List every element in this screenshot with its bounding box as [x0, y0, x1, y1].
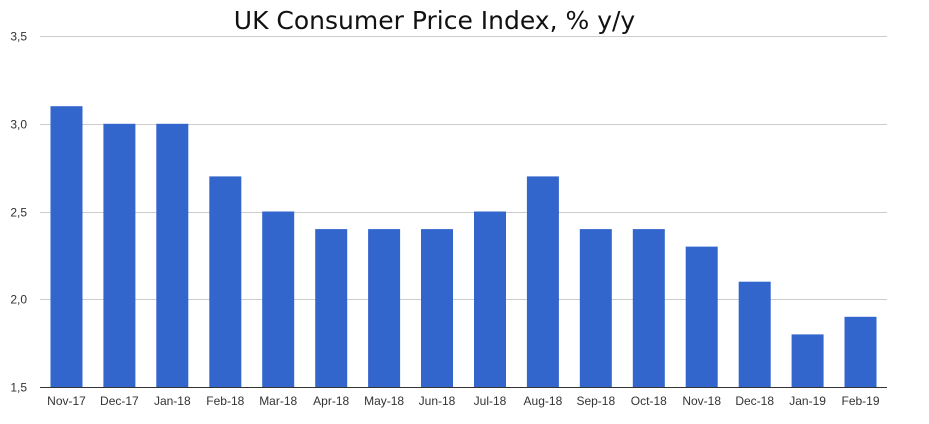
- x-tick-label: Dec-17: [100, 394, 139, 408]
- bar-jan-18: [156, 123, 189, 388]
- y-tick-label: 2,0: [10, 293, 27, 307]
- x-tick-label: Apr-18: [313, 394, 349, 408]
- bar-aug-18: [526, 176, 559, 387]
- x-tick-label: Jul-18: [474, 394, 507, 408]
- bar-dec-18: [738, 281, 771, 387]
- x-tick-label: Oct-18: [631, 394, 667, 408]
- bars: [50, 106, 877, 388]
- axes: 1,5 2,0 2,5 3,0 3,5 Nov-17 Dec-17 Jan-18 Feb-18 M…: [10, 30, 887, 408]
- x-tick-label: Jun-18: [419, 394, 456, 408]
- x-tick-label: Jan-19: [789, 394, 826, 408]
- bar-nov-18: [685, 246, 718, 387]
- x-tick-label: May-18: [364, 394, 404, 408]
- bar-mar-18: [262, 211, 295, 387]
- x-tick-label: Feb-19: [841, 394, 879, 408]
- x-tick-label: Jan-18: [154, 394, 191, 408]
- bar-jul-18: [474, 211, 506, 387]
- y-tick-label: 3,5: [10, 30, 27, 44]
- x-tick-label: Feb-18: [206, 394, 244, 408]
- x-tick-label: Nov-17: [47, 394, 86, 408]
- bar-feb-18: [209, 176, 242, 387]
- x-tick-label: Dec-18: [735, 394, 774, 408]
- y-tick-label: 2,5: [10, 206, 27, 220]
- y-tick-label: 1,5: [10, 381, 27, 395]
- bar-may-18: [368, 229, 401, 387]
- x-tick-label: Aug-18: [524, 394, 563, 408]
- bar-jun-18: [421, 229, 453, 387]
- chart-title: UK Consumer Price Index, % y/y: [233, 6, 636, 35]
- bar-nov-17: [50, 106, 83, 387]
- bar-oct-18: [632, 229, 665, 387]
- x-tick-label: Mar-18: [259, 394, 297, 408]
- bar-apr-18: [315, 229, 348, 387]
- x-tick-label: Sep-18: [576, 394, 615, 408]
- bar-feb-19: [844, 316, 877, 387]
- bar-sep-18: [579, 229, 612, 387]
- x-tick-label: Nov-18: [682, 394, 721, 408]
- y-tick-label: 3,0: [10, 118, 27, 132]
- bar-dec-17: [103, 123, 136, 388]
- bar-jan-19: [791, 334, 824, 387]
